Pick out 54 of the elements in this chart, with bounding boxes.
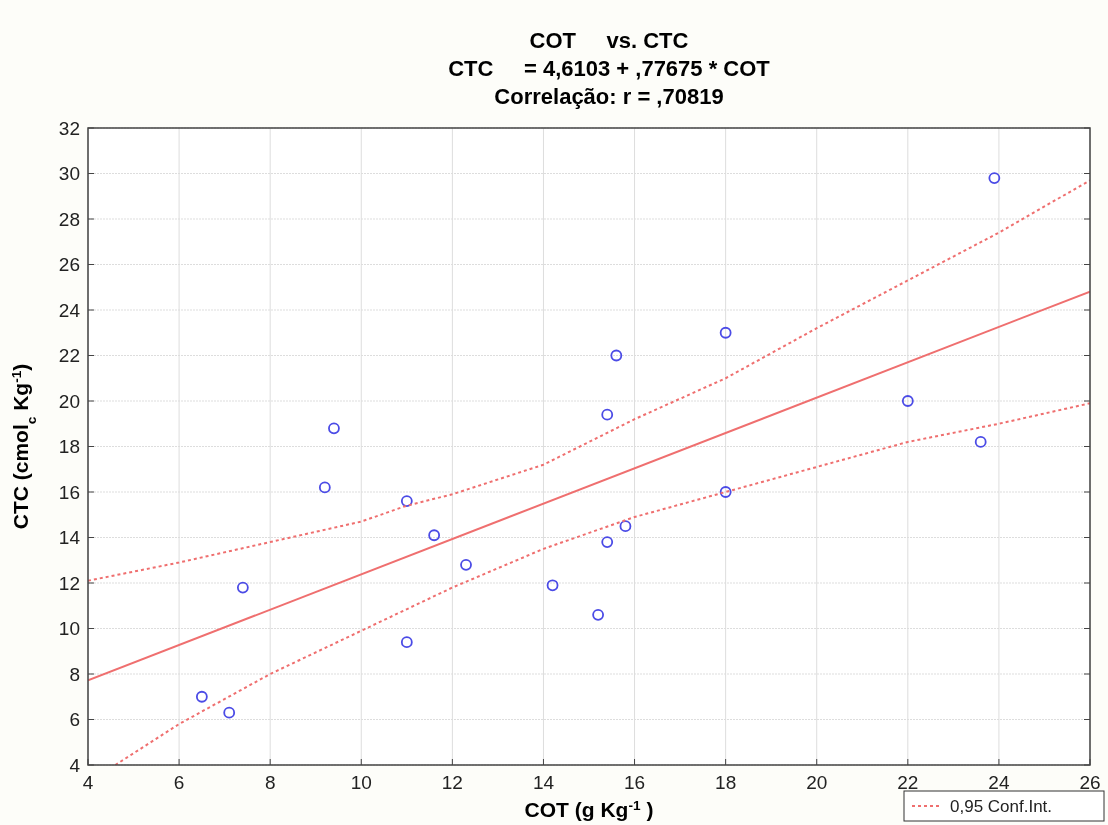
point (460, 558, 472, 571)
x-tick-label: 24 (988, 772, 1010, 793)
x-tick-label: 16 (623, 772, 646, 793)
point (592, 608, 605, 621)
point (610, 349, 623, 362)
x-tick-label: 22 (897, 772, 919, 793)
x-tick-label: 10 (350, 772, 372, 793)
point (901, 395, 914, 407)
x-tick-label: 8 (264, 772, 276, 793)
x-axis-title: COT (g Kg$^{-1}$ ) (524, 797, 654, 821)
y-tick-label: 30 (58, 163, 80, 185)
x-tick-label: 6 (173, 772, 185, 793)
x-tick-label: 20 (806, 772, 828, 793)
chart-subtitle: CTC = 4,6103 + ,77675 * COT (448, 56, 771, 81)
point (719, 486, 732, 498)
y-tick-label: 24 (58, 299, 81, 321)
y-tick-label: 20 (58, 390, 80, 412)
chart-title: COT vs. CTC (529, 28, 689, 53)
point (328, 422, 340, 435)
point (988, 172, 1001, 184)
y-tick-label: 16 (58, 481, 80, 503)
x-tick-label: 18 (715, 772, 737, 793)
point (428, 529, 441, 542)
x-tick-label: 12 (441, 772, 463, 793)
y-tick-label: 14 (58, 527, 81, 549)
point (236, 581, 249, 594)
line-series (88, 179, 1090, 582)
point (318, 481, 331, 494)
y-tick-label: 26 (58, 254, 80, 276)
point (546, 579, 559, 592)
x-tick-label: 4 (82, 772, 94, 793)
point (619, 520, 632, 533)
point (195, 690, 208, 703)
y-tick-label: 8 (69, 663, 80, 685)
point (601, 408, 614, 421)
line-series (114, 402, 1090, 765)
point (974, 436, 987, 448)
y-tick-label: 22 (58, 345, 80, 367)
x-tick-label: 14 (532, 772, 555, 793)
point (601, 536, 614, 548)
y-tick-label: 10 (58, 618, 80, 640)
y-tick-label: 18 (58, 436, 80, 458)
y-tick-label: 6 (69, 709, 80, 731)
x-tick-label: 26 (1079, 772, 1101, 793)
y-tick-label: 28 (58, 208, 80, 230)
point (719, 326, 732, 339)
legend-label: 0,95 Conf.Int. (950, 797, 1053, 816)
point (400, 636, 413, 649)
point (400, 495, 413, 507)
y-tick-label: 4 (69, 754, 81, 776)
y-tick-label: 32 (58, 117, 80, 139)
text: Correlação: r = ,70819 (494, 84, 724, 109)
point (223, 706, 236, 719)
y-tick-label: 12 (58, 572, 80, 594)
